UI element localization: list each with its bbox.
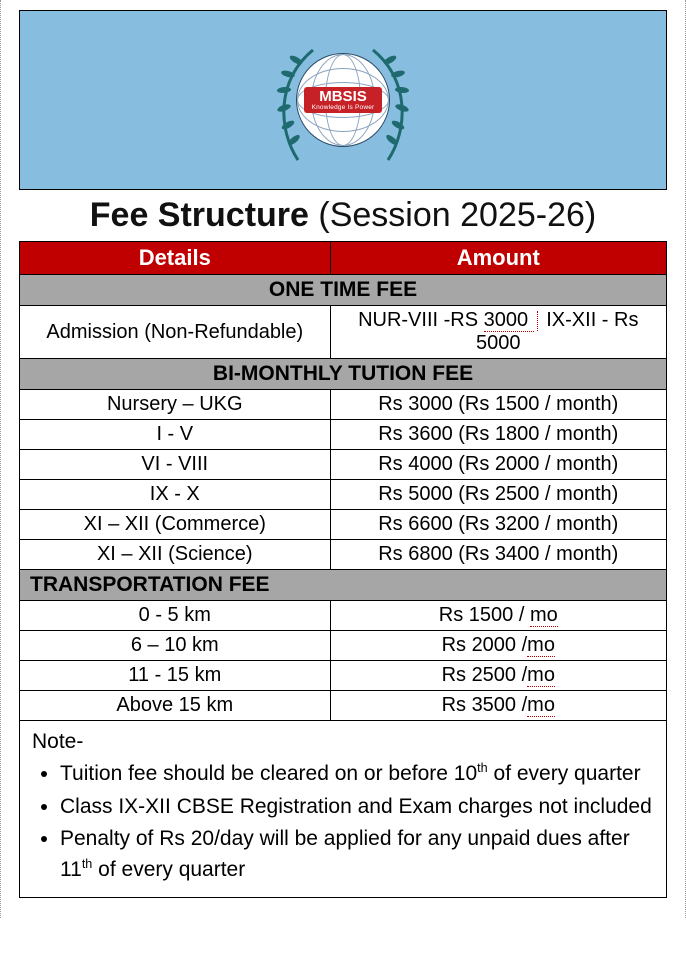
table-row: Nursery – UKGRs 3000 (Rs 1500 / month) xyxy=(20,390,667,420)
table-row: I - VRs 3600 (Rs 1800 / month) xyxy=(20,420,667,450)
table-row: VI - VIIIRs 4000 (Rs 2000 / month) xyxy=(20,450,667,480)
col-details: Details xyxy=(20,242,331,275)
fee-table: Details Amount ONE TIME FEE Admission (N… xyxy=(19,241,667,721)
list-item: Class IX-XII CBSE Registration and Exam … xyxy=(60,792,654,822)
details-cell: Above 15 km xyxy=(20,691,331,721)
amount-mo: mo xyxy=(527,634,555,657)
amount-mo: mo xyxy=(527,664,555,687)
section-one-time: ONE TIME FEE xyxy=(20,275,667,306)
amount-cell: Rs 3600 (Rs 1800 / month) xyxy=(330,420,666,450)
logo-tagline: Knowledge Is Power xyxy=(312,105,375,112)
banner: MBSIS Knowledge Is Power xyxy=(19,10,667,190)
col-amount: Amount xyxy=(330,242,666,275)
details-cell: I - V xyxy=(20,420,331,450)
amount-cell: Rs 2000 /mo xyxy=(330,631,666,661)
table-row: 0 - 5 kmRs 1500 / mo xyxy=(20,601,667,631)
amount-cell: Rs 6800 (Rs 3400 / month) xyxy=(330,540,666,570)
table-header-row: Details Amount xyxy=(20,242,667,275)
details-cell: 6 – 10 km xyxy=(20,631,331,661)
title-rest: (Session 2025-26) xyxy=(309,196,596,234)
school-logo: MBSIS Knowledge Is Power xyxy=(258,20,428,180)
page: MBSIS Knowledge Is Power Fee Structure (… xyxy=(0,0,686,918)
title-bold: Fee Structure xyxy=(90,196,309,234)
details-cell: Admission (Non-Refundable) xyxy=(20,306,331,359)
globe-icon: MBSIS Knowledge Is Power xyxy=(296,53,390,147)
separator-icon xyxy=(537,311,538,331)
details-cell: Nursery – UKG xyxy=(20,390,331,420)
notes-box: Note- Tuition fee should be cleared on o… xyxy=(19,721,667,898)
amount-mo: mo xyxy=(530,604,558,627)
details-cell: XI – XII (Commerce) xyxy=(20,510,331,540)
amount-underlined: 3000 xyxy=(484,309,534,332)
details-cell: 0 - 5 km xyxy=(20,601,331,631)
amount-cell: NUR-VIII -RS 3000 IX-XII - Rs 5000 xyxy=(330,306,666,359)
details-cell: IX - X xyxy=(20,480,331,510)
table-row: IX - XRs 5000 (Rs 2500 / month) xyxy=(20,480,667,510)
details-cell: VI - VIII xyxy=(20,450,331,480)
table-row: XI – XII (Commerce)Rs 6600 (Rs 3200 / mo… xyxy=(20,510,667,540)
amount-cell: Rs 5000 (Rs 2500 / month) xyxy=(330,480,666,510)
logo-band: MBSIS Knowledge Is Power xyxy=(304,87,383,113)
details-cell: XI – XII (Science) xyxy=(20,540,331,570)
notes-list: Tuition fee should be cleared on or befo… xyxy=(60,759,654,885)
amount-cell: Rs 4000 (Rs 2000 / month) xyxy=(330,450,666,480)
table-row: 6 – 10 kmRs 2000 /mo xyxy=(20,631,667,661)
logo-abbr: MBSIS xyxy=(319,88,367,105)
amount-cell: Rs 3500 /mo xyxy=(330,691,666,721)
page-title: Fee Structure (Session 2025-26) xyxy=(19,196,667,235)
amount-cell: Rs 6600 (Rs 3200 / month) xyxy=(330,510,666,540)
table-row: 11 - 15 kmRs 2500 /mo xyxy=(20,661,667,691)
table-row: Above 15 kmRs 3500 /mo xyxy=(20,691,667,721)
amount-cell: Rs 2500 /mo xyxy=(330,661,666,691)
notes-label: Note- xyxy=(32,730,83,753)
amount-cell: Rs 3000 (Rs 1500 / month) xyxy=(330,390,666,420)
list-item: Penalty of Rs 20/day will be applied for… xyxy=(60,824,654,885)
table-row: Admission (Non-Refundable) NUR-VIII -RS … xyxy=(20,306,667,359)
section-bimonthly: BI-MONTHLY TUTION FEE xyxy=(20,359,667,390)
details-cell: 11 - 15 km xyxy=(20,661,331,691)
list-item: Tuition fee should be cleared on or befo… xyxy=(60,759,654,789)
amount-text: NUR-VIII -RS xyxy=(358,309,484,331)
table-row: XI – XII (Science)Rs 6800 (Rs 3400 / mon… xyxy=(20,540,667,570)
amount-cell: Rs 1500 / mo xyxy=(330,601,666,631)
amount-mo: mo xyxy=(527,694,555,717)
section-transport: TRANSPORTATION FEE xyxy=(20,570,667,601)
